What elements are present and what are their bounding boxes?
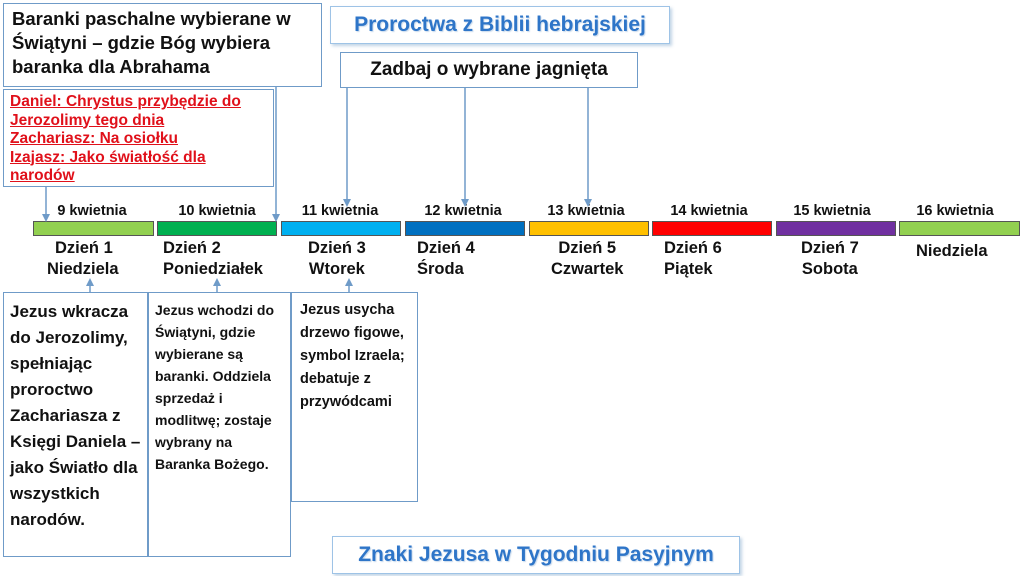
day8-weekday: Niedziela	[916, 242, 988, 260]
day-label-2: Dzień 2 Poniedziałek	[163, 238, 263, 280]
prophecy-daniel: Daniel: Chrystus przybędzie do Jerozolim…	[10, 93, 241, 129]
day4-weekday: Środa	[417, 260, 464, 278]
date-day5: 13 kwietnia	[547, 203, 625, 219]
title-prophecies-text: Proroctwa z Biblii hebrajskiej	[354, 13, 646, 36]
bar-day7	[776, 221, 896, 236]
temple-lambs-note: Baranki paschalne wybierane w Świątyni –…	[3, 3, 322, 87]
day1-weekday: Niedziela	[47, 260, 119, 278]
day5-number: Dzień 5	[558, 239, 617, 257]
desc-day2-text: Jezus wchodzi do Świątyni, gdzie wybiera…	[155, 302, 275, 472]
day5-weekday: Czwartek	[551, 260, 624, 278]
prophecy-zechariah: Zachariasz: Na osiołku	[10, 130, 178, 147]
title-prophecies: Proroctwa z Biblii hebrajskiej	[330, 6, 670, 44]
date-day1: 9 kwietnia	[57, 203, 127, 219]
day7-weekday: Sobota	[801, 260, 858, 278]
date-day8: 16 kwietnia	[916, 203, 994, 219]
desc-day2: Jezus wchodzi do Świątyni, gdzie wybiera…	[148, 292, 291, 557]
bar-day5	[529, 221, 649, 236]
day-label-4: Dzień 4 Środa	[417, 238, 475, 280]
day7-number: Dzień 7	[801, 239, 859, 257]
desc-day3: Jezus usycha drzewo figowe, symbol Izrae…	[291, 292, 418, 502]
date-day4: 12 kwietnia	[424, 203, 502, 219]
day-label-1: Dzień 1 Niedziela	[47, 238, 119, 280]
bar-day2	[157, 221, 277, 236]
desc-day3-text: Jezus usycha drzewo figowe, symbol Izrae…	[300, 302, 405, 410]
care-lambs-text: Zadbaj o wybrane jagnięta	[370, 59, 608, 80]
bar-day1	[33, 221, 154, 236]
desc-day1: Jezus wkracza do Jerozolimy, spełniając …	[3, 292, 148, 557]
prophecies-list: Daniel: Chrystus przybędzie do Jerozolim…	[3, 89, 274, 187]
title-signs-text: Znaki Jezusa w Tygodniu Pasyjnym	[358, 543, 714, 566]
bar-day4	[405, 221, 525, 236]
day-label-8: Niedziela	[916, 241, 988, 262]
day3-number: Dzień 3	[308, 239, 366, 257]
day-label-5: Dzień 5 Czwartek	[551, 238, 623, 280]
bar-day3	[281, 221, 401, 236]
date-day3: 11 kwietnia	[301, 203, 379, 219]
day3-weekday: Wtorek	[308, 260, 365, 278]
date-day6: 14 kwietnia	[670, 203, 748, 219]
day6-number: Dzień 6	[664, 239, 722, 257]
bar-day8	[899, 221, 1020, 236]
day2-number: Dzień 2	[163, 239, 221, 257]
day2-weekday: Poniedziałek	[163, 260, 263, 278]
temple-lambs-text: Baranki paschalne wybierane w Świątyni –…	[12, 8, 291, 77]
day-label-6: Dzień 6 Piątek	[664, 238, 722, 280]
day-label-3: Dzień 3 Wtorek	[308, 238, 366, 280]
bar-day6	[652, 221, 772, 236]
day-label-7: Dzień 7 Sobota	[801, 238, 859, 280]
title-signs: Znaki Jezusa w Tygodniu Pasyjnym	[332, 536, 740, 574]
prophecy-isaiah: Izajasz: Jako światłość dla narodów	[10, 148, 206, 185]
day6-weekday: Piątek	[664, 260, 713, 278]
date-day7: 15 kwietnia	[793, 203, 871, 219]
day1-number: Dzień 1	[55, 239, 113, 257]
day4-number: Dzień 4	[417, 239, 475, 257]
care-lambs-note: Zadbaj o wybrane jagnięta	[340, 52, 638, 88]
desc-day1-text: Jezus wkracza do Jerozolimy, spełniając …	[10, 302, 141, 529]
date-day2: 10 kwietnia	[178, 203, 256, 219]
